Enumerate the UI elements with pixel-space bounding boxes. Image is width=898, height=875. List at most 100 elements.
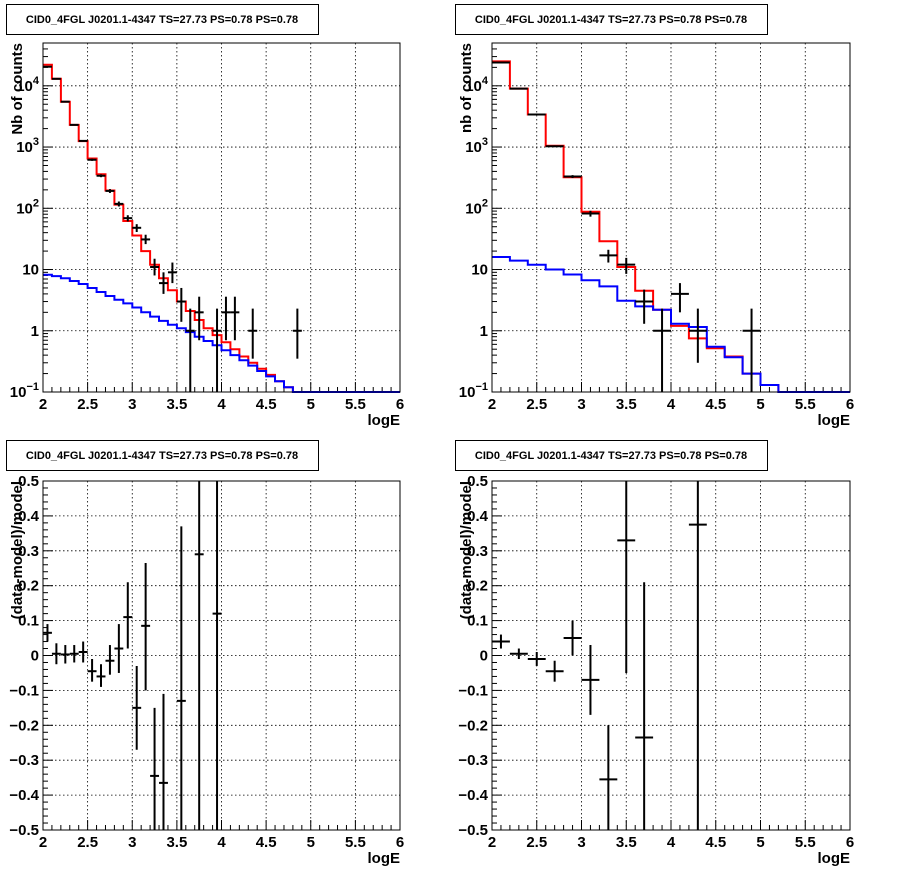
data-point <box>221 296 231 341</box>
data-point <box>688 481 707 830</box>
data-point <box>292 308 302 359</box>
chart-panel-2: CID0_4FGL J0201.1-4347 TS=27.73 PS=0.78 … <box>455 4 854 429</box>
y-axis-label: (data-model)/model <box>458 481 475 619</box>
y-tick-label: 0 <box>31 648 39 665</box>
data-point <box>105 645 115 675</box>
y-tick-label: −0.3 <box>9 752 39 769</box>
data-point <box>563 175 582 179</box>
y-axis-label: Nb of counts <box>9 43 26 135</box>
data-point <box>123 582 133 649</box>
chart-panel-1: CID0_4FGL J0201.1-4347 TS=27.73 PS=0.78 … <box>6 4 404 429</box>
plot-frame <box>491 42 851 393</box>
x-tick-label: 4.5 <box>256 834 277 851</box>
x-tick-label: 4 <box>667 396 676 413</box>
data-point <box>69 645 79 663</box>
data-point <box>60 100 70 103</box>
y-tick-label: 103 <box>16 136 39 156</box>
data-point <box>212 308 222 392</box>
x-tick-label: 4.5 <box>256 396 277 413</box>
data-point <box>176 287 186 322</box>
data-point <box>212 481 222 830</box>
data-point <box>78 641 88 663</box>
data-point <box>114 624 124 673</box>
x-axis-label: logE <box>818 412 851 429</box>
data-point <box>563 620 582 656</box>
chart-panel-4: CID0_4FGL J0201.1-4347 TS=27.73 PS=0.78 … <box>455 440 854 867</box>
y-tick-label: 0.1 <box>18 613 39 630</box>
y-tick-label: −0.2 <box>458 717 488 734</box>
data-point <box>141 563 151 691</box>
data-point <box>159 272 168 294</box>
x-tick-label: 4.5 <box>705 834 726 851</box>
y-tick-label: 0 <box>480 648 488 665</box>
x-tick-label: 6 <box>846 834 854 851</box>
data-point <box>87 658 97 682</box>
x-tick-label: 3 <box>128 396 136 413</box>
data-point <box>581 645 600 715</box>
y-tick-label: 0.5 <box>467 473 488 490</box>
y-tick-label: −0.4 <box>458 787 488 804</box>
chart-title: CID0_4FGL J0201.1-4347 TS=27.73 PS=0.78 … <box>26 450 298 462</box>
data-point <box>60 645 70 664</box>
data-point <box>545 660 564 682</box>
data-point <box>159 693 168 830</box>
x-tick-label: 5.5 <box>795 396 816 413</box>
data-point <box>176 526 186 830</box>
data-point <box>230 296 240 341</box>
chart-title: CID0_4FGL J0201.1-4347 TS=27.73 PS=0.78 … <box>26 14 298 26</box>
y-tick-label: −0.3 <box>458 752 488 769</box>
title-box <box>455 440 768 471</box>
x-tick-label: 2.5 <box>77 834 98 851</box>
data-point <box>105 189 115 193</box>
y-axis-label: (data-model)/model <box>9 481 26 619</box>
x-axis-label: logE <box>368 412 401 429</box>
y-tick-label: 0.5 <box>18 473 39 490</box>
data-point <box>123 215 133 222</box>
x-tick-label: 3 <box>577 834 585 851</box>
data-point <box>527 113 546 116</box>
data-point <box>509 648 528 659</box>
x-tick-label: 3.5 <box>166 834 187 851</box>
model-background-line <box>492 256 850 393</box>
y-tick-label: 10−1 <box>459 381 488 401</box>
data-point <box>69 123 79 126</box>
x-tick-label: 3.5 <box>166 396 187 413</box>
y-tick-label: −0.5 <box>458 822 488 839</box>
data-point <box>43 65 52 68</box>
model-total-line <box>492 60 850 393</box>
data-point <box>194 296 204 341</box>
data-point <box>132 224 142 232</box>
data-point <box>87 158 97 161</box>
y-tick-label: −0.1 <box>9 682 39 699</box>
data-point <box>617 481 636 673</box>
title-box <box>455 4 768 35</box>
x-tick-label: 3 <box>128 834 136 851</box>
data-point <box>248 308 258 359</box>
y-tick-label: 103 <box>465 136 488 156</box>
data-point <box>527 652 546 666</box>
data-point <box>509 87 528 90</box>
x-tick-label: 4 <box>667 834 676 851</box>
x-tick-label: 3.5 <box>616 396 637 413</box>
y-tick-label: −0.1 <box>458 682 488 699</box>
data-point <box>492 634 510 649</box>
x-tick-label: 5 <box>756 834 764 851</box>
x-tick-label: 3.5 <box>616 834 637 851</box>
data-point <box>599 249 618 263</box>
plot-frame <box>42 480 401 831</box>
data-point <box>653 308 671 392</box>
title-box <box>6 440 319 471</box>
data-point <box>96 174 106 178</box>
data-point <box>671 283 689 313</box>
x-axis-label: logE <box>818 850 851 867</box>
x-tick-label: 6 <box>846 396 854 413</box>
x-tick-label: 5.5 <box>795 834 816 851</box>
x-tick-label: 2 <box>39 396 47 413</box>
y-tick-label: −0.4 <box>9 787 39 804</box>
x-tick-label: 5 <box>307 834 315 851</box>
y-tick-label: 0.1 <box>467 613 488 630</box>
title-box <box>6 4 319 35</box>
x-tick-label: 2 <box>488 834 496 851</box>
chart-panel-3: CID0_4FGL J0201.1-4347 TS=27.73 PS=0.78 … <box>6 440 404 867</box>
y-tick-label: 10 <box>471 262 488 279</box>
